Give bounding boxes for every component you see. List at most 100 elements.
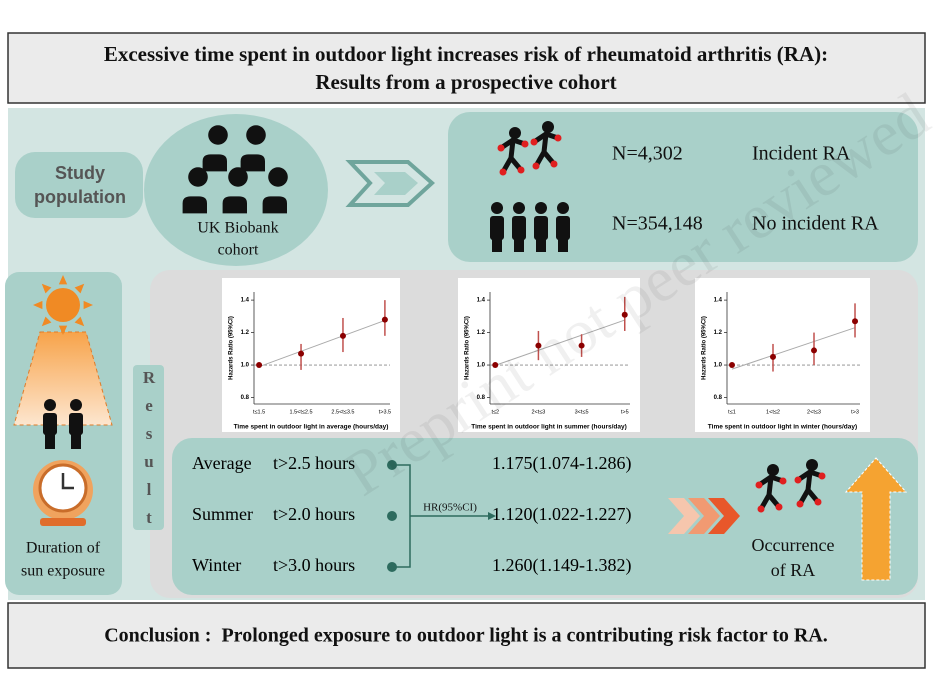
- y-axis-label: Hazards Ratio (95%CI): [465, 316, 471, 380]
- sun-ray: [74, 283, 85, 294]
- row-dot: [387, 562, 397, 572]
- point: [256, 362, 263, 369]
- exposure-label: sun exposure: [21, 563, 105, 580]
- chart-panel: [458, 278, 640, 432]
- person-body: [69, 413, 83, 435]
- y-tick-label: 0.8: [477, 395, 486, 401]
- x-tick-label: 2<t≤3: [531, 409, 545, 415]
- icons: [33, 121, 826, 513]
- joint: [521, 140, 529, 148]
- y-tick-label: 1.4: [241, 298, 250, 304]
- hazard-ratio: 1.175(1.074-1.286): [492, 453, 631, 474]
- person-head: [535, 202, 547, 214]
- person-legs: [514, 238, 524, 252]
- threshold: t>3.0 hours: [273, 555, 355, 575]
- threshold: t>2.0 hours: [273, 504, 355, 524]
- y-tick-label: 1.4: [714, 298, 723, 304]
- x-axis-label: Time spent in outdoor light in summer (h…: [471, 424, 627, 431]
- clock-base: [40, 518, 86, 526]
- charts: 0.8 1.0 1.2 1.4 t≤1.5 1.5<t≤2.5 2.5<t≤3.5 t>3.5…: [222, 278, 870, 432]
- runner-head: [806, 459, 818, 471]
- sun-ray: [58, 275, 68, 285]
- y-tick-label: 1.2: [714, 330, 723, 336]
- runner-body: [498, 137, 528, 175]
- season: Winter: [192, 555, 241, 575]
- result-holder: Result: [140, 368, 159, 528]
- x-tick-label: t>3: [851, 409, 859, 415]
- person-body: [240, 154, 265, 172]
- point: [852, 318, 859, 325]
- joint: [550, 160, 558, 168]
- person-body: [222, 196, 247, 214]
- person-head: [188, 167, 208, 187]
- point: [381, 316, 388, 323]
- title-line: Results from a prospective cohort: [315, 70, 616, 94]
- person-body: [534, 216, 548, 240]
- x-axis-label: Time spent in outdoor light in winter (h…: [708, 424, 857, 431]
- x-tick-label: t≤1.5: [253, 409, 265, 415]
- sun-ray: [41, 316, 52, 327]
- outcome-label: of RA: [771, 560, 816, 580]
- sun-ray: [74, 316, 85, 327]
- joint: [818, 472, 826, 480]
- joint: [814, 498, 822, 506]
- connector: [392, 464, 488, 568]
- x-tick-label: t≤2: [491, 409, 499, 415]
- runner-body: [795, 469, 825, 507]
- runner-head: [767, 464, 779, 476]
- joint: [757, 505, 765, 513]
- person-head: [246, 125, 266, 145]
- person-legs: [536, 238, 546, 252]
- x-tick-label: 3<t≤5: [575, 409, 589, 415]
- y-tick-label: 1.4: [477, 298, 486, 304]
- result-pill: [133, 365, 164, 530]
- point: [728, 362, 735, 369]
- point: [298, 350, 305, 357]
- arrow-inner: [374, 172, 418, 195]
- runner-head: [509, 127, 521, 139]
- joint: [779, 477, 787, 485]
- group-count: N=354,148: [612, 213, 703, 235]
- person-body: [182, 196, 207, 214]
- light-beam: [13, 331, 113, 426]
- group-count: N=4,302: [612, 143, 683, 165]
- person-legs: [558, 238, 568, 252]
- sun: [46, 288, 80, 322]
- x-tick-label: 1<t≤2: [766, 409, 780, 415]
- person-body: [43, 413, 57, 435]
- y-axis-label: Hazards Ratio (95%CI): [702, 316, 708, 380]
- group-label: Incident RA: [752, 143, 851, 165]
- person-legs: [492, 238, 502, 252]
- point: [492, 362, 499, 369]
- connector-head: [488, 512, 496, 520]
- y-axis-label: Hazards Ratio (95%CI): [229, 316, 235, 380]
- y-tick-label: 0.8: [241, 395, 250, 401]
- season: Average: [192, 453, 252, 473]
- runner-body: [756, 474, 786, 512]
- person-body: [202, 154, 227, 172]
- season: Summer: [192, 504, 253, 524]
- hr-label: HR(95%CI): [423, 502, 477, 514]
- x-tick-label: 2<t≤3: [807, 409, 821, 415]
- joint: [532, 162, 540, 170]
- point: [339, 332, 346, 339]
- x-axis-label: Time spent in outdoor light in average (…: [234, 424, 389, 431]
- chevron: [668, 498, 700, 534]
- person-body: [512, 216, 526, 240]
- joint: [794, 476, 802, 484]
- sun-ray: [33, 300, 43, 310]
- study-label: Study: [55, 163, 105, 183]
- joint: [796, 500, 804, 508]
- title-line: Excessive time spent in outdoor light in…: [104, 42, 828, 66]
- point: [578, 342, 585, 349]
- joint: [497, 144, 505, 152]
- chart-panel: [222, 278, 400, 432]
- person-head: [557, 202, 569, 214]
- x-tick-label: t≤1: [728, 409, 736, 415]
- x-tick-label: t>3.5: [379, 409, 391, 415]
- row-dot: [387, 511, 397, 521]
- group-label: No incident RA: [752, 213, 879, 235]
- chevron: [708, 498, 740, 534]
- sun-ray: [83, 300, 93, 310]
- trend-line: [731, 327, 856, 370]
